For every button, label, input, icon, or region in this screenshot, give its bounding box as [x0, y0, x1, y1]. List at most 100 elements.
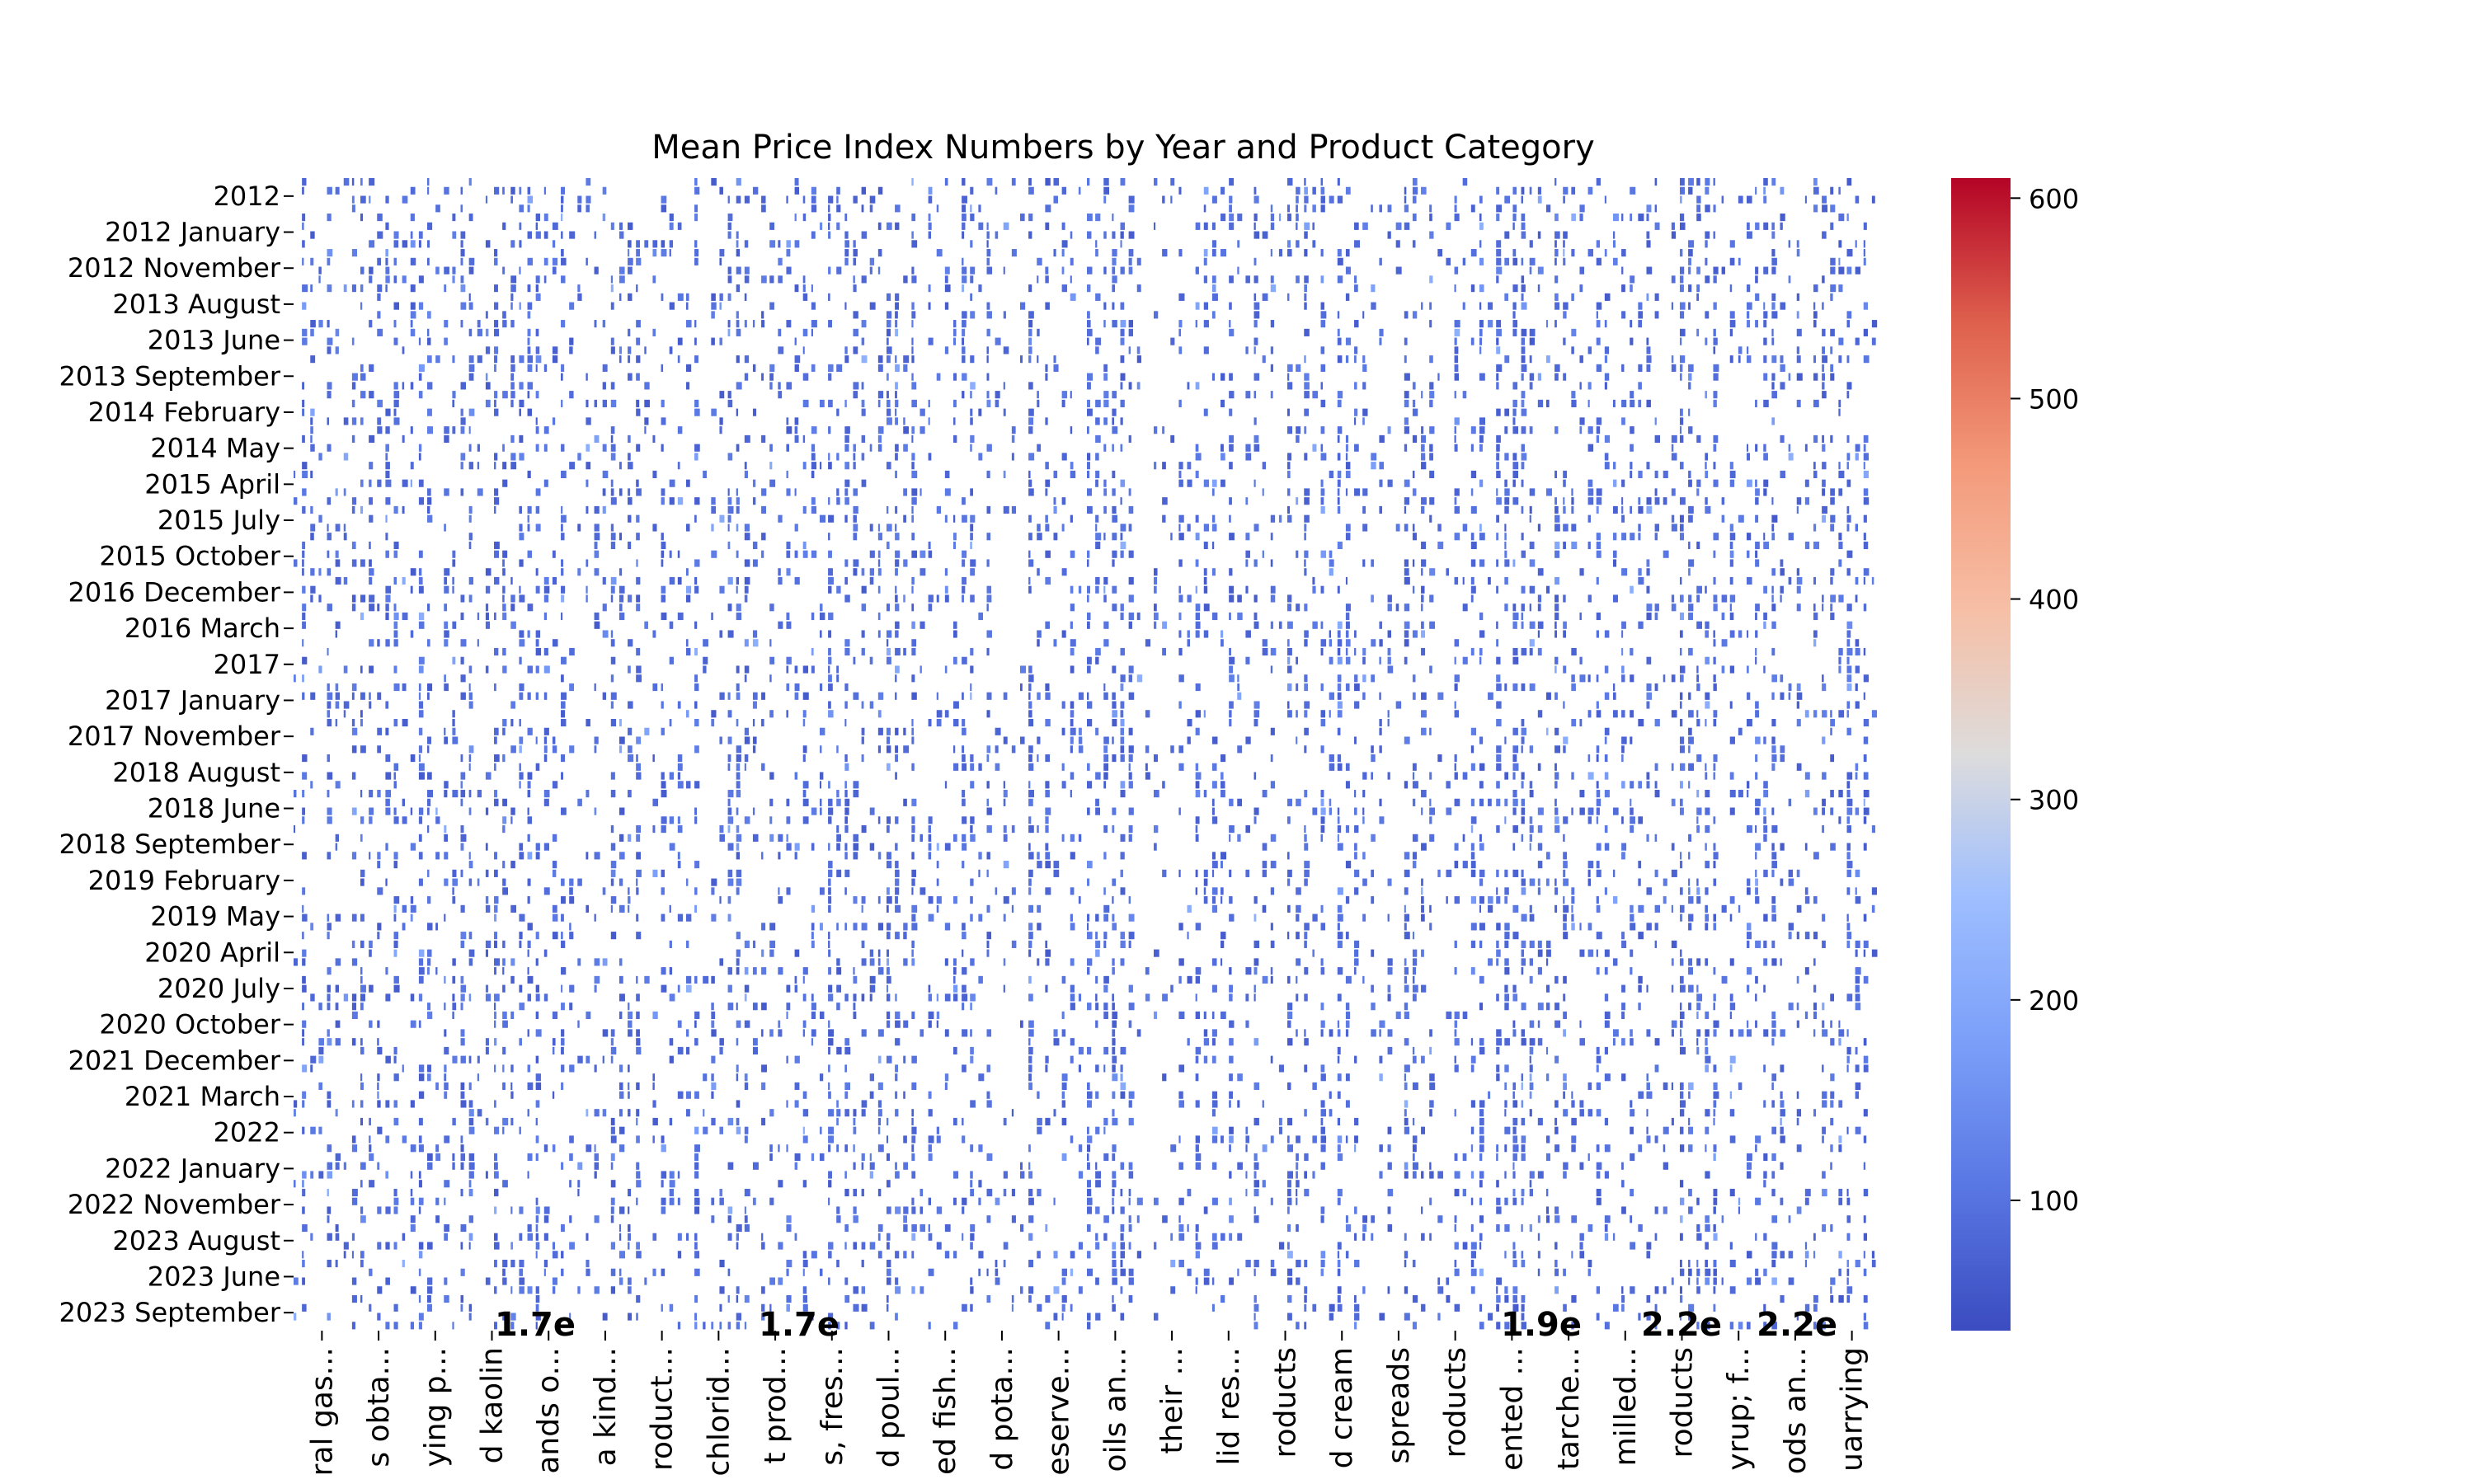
heatmap-cell: [1771, 904, 1776, 913]
heatmap-cell: [1746, 967, 1752, 975]
heatmap-cell: [1855, 594, 1858, 603]
heatmap-cell: [1596, 701, 1599, 709]
heatmap-cell: [1563, 993, 1566, 1002]
heatmap-cell: [1563, 745, 1566, 754]
heatmap-cell: [786, 984, 791, 993]
heatmap-cell: [552, 576, 557, 585]
heatmap-cell: [1796, 904, 1802, 913]
heatmap-cell: [485, 612, 489, 621]
heatmap-cell: [1679, 949, 1682, 957]
heatmap-cell: [1028, 417, 1034, 425]
heatmap-cell: [986, 302, 990, 310]
heatmap-cell: [944, 284, 951, 293]
heatmap-cell: [911, 887, 914, 895]
heatmap-cell: [1496, 373, 1499, 381]
heatmap-cell: [1429, 302, 1432, 310]
heatmap-cell: [1838, 541, 1843, 550]
heatmap-cell: [1253, 222, 1256, 230]
heatmap-cell: [1329, 470, 1334, 479]
heatmap-cell: [694, 647, 698, 656]
heatmap-cell: [1496, 656, 1501, 665]
heatmap-cell: [1705, 701, 1710, 709]
heatmap-cell: [1287, 975, 1291, 984]
heatmap-cell: [802, 434, 806, 443]
heatmap-cell: [1470, 745, 1475, 754]
heatmap-cell: [1221, 373, 1225, 381]
heatmap-cell: [1028, 231, 1032, 239]
heatmap-cell: [1529, 355, 1532, 364]
heatmap-cell: [1596, 710, 1602, 718]
heatmap-cell: [828, 214, 831, 222]
heatmap-cell: [369, 790, 374, 798]
heatmap-cell: [477, 462, 480, 470]
heatmap-cell: [1612, 958, 1618, 966]
heatmap-cell: [1028, 745, 1033, 754]
heatmap-cell: [1521, 364, 1527, 372]
heatmap-cell: [1479, 923, 1485, 931]
heatmap-cell: [502, 186, 505, 195]
heatmap-cell: [1846, 887, 1851, 895]
heatmap-cell: [1304, 302, 1307, 310]
heatmap-cell: [418, 772, 425, 780]
heatmap-cell: [435, 816, 440, 824]
heatmap-cell: [636, 533, 640, 541]
heatmap-cell: [1061, 727, 1065, 735]
heatmap-cell: [602, 576, 606, 585]
heatmap-cell: [302, 337, 308, 345]
heatmap-cell: [828, 204, 830, 213]
heatmap-cell: [427, 514, 433, 523]
heatmap-cell: [1237, 683, 1240, 692]
heatmap-cell: [1796, 701, 1800, 709]
heatmap-cell: [1521, 612, 1524, 621]
heatmap-cell: [1312, 444, 1317, 452]
heatmap-cell: [1412, 949, 1418, 957]
heatmap-cell: [1512, 843, 1516, 851]
heatmap-cell: [460, 993, 465, 1002]
heatmap-cell: [861, 630, 865, 638]
heatmap-cell: [727, 293, 731, 301]
heatmap-cell: [836, 1003, 840, 1011]
heatmap-cell: [928, 603, 933, 612]
heatmap-cell: [1028, 479, 1032, 487]
heatmap-cell: [1755, 878, 1759, 886]
heatmap-cell: [561, 373, 563, 381]
heatmap-cell: [1429, 621, 1436, 629]
heatmap-cell: [1195, 630, 1200, 638]
heatmap-cell: [1738, 355, 1741, 364]
heatmap-cell: [986, 603, 989, 612]
heatmap-cell: [360, 967, 363, 975]
heatmap-cell: [1304, 568, 1307, 576]
heatmap-cell: [618, 488, 623, 496]
heatmap-cell: [786, 195, 788, 204]
heatmap-cell: [594, 958, 600, 966]
heatmap-cell: [1504, 550, 1507, 558]
heatmap-cell: [903, 958, 908, 966]
heatmap-cell: [1011, 426, 1016, 434]
heatmap-cell: [343, 710, 346, 718]
heatmap-cell: [1763, 869, 1768, 877]
heatmap-cell: [1554, 257, 1557, 265]
heatmap-cell: [911, 923, 918, 931]
heatmap-cell: [1421, 630, 1426, 638]
heatmap-cell: [694, 214, 698, 222]
heatmap-cell: [1112, 736, 1114, 744]
heatmap-cell: [794, 284, 799, 293]
heatmap-cell: [727, 603, 732, 612]
heatmap-cell: [535, 665, 539, 674]
heatmap-cell: [427, 825, 430, 834]
heatmap-cell: [535, 843, 540, 851]
heatmap-cell: [1755, 266, 1759, 275]
heatmap-cell: [1721, 904, 1727, 913]
heatmap-cell: [736, 878, 742, 886]
heatmap-cell: [1437, 541, 1444, 550]
heatmap-cell: [736, 869, 742, 877]
heatmap-cell: [786, 621, 792, 629]
heatmap-cell: [1496, 257, 1502, 265]
heatmap-cell: [1830, 710, 1832, 718]
heatmap-cell: [1763, 736, 1766, 744]
heatmap-cell: [1663, 878, 1667, 886]
heatmap-cell: [369, 665, 374, 674]
heatmap-cell: [418, 621, 425, 629]
heatmap-cell: [543, 736, 548, 744]
heatmap-cell: [711, 337, 715, 345]
